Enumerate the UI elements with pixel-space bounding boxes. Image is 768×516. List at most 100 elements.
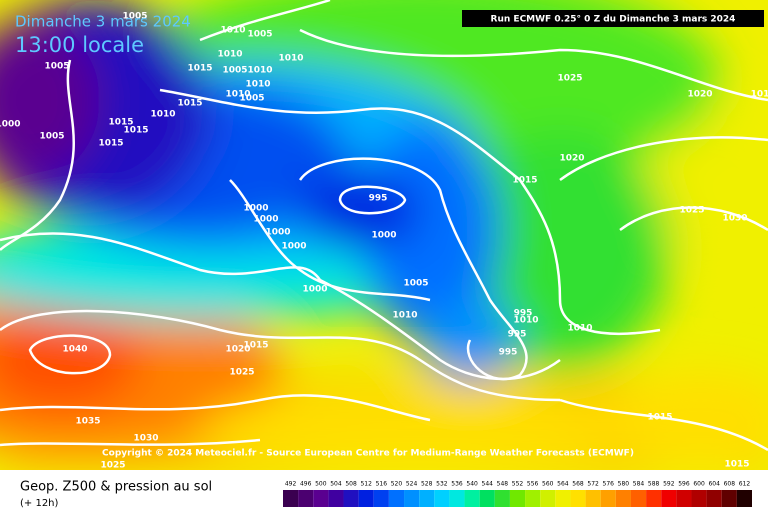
legend-swatch	[373, 490, 389, 507]
isobar-label: 1010	[245, 80, 270, 90]
isobar-label: 995	[508, 330, 527, 340]
isobar-label: 995	[499, 348, 518, 358]
legend-swatch	[434, 490, 450, 507]
legend-label: 600	[693, 481, 705, 488]
isobar-label: 1000	[281, 242, 306, 252]
legend-label: 552	[512, 481, 524, 488]
footer-step: (+ 12h)	[20, 498, 59, 509]
legend-swatch	[676, 490, 692, 507]
legend-swatch	[479, 490, 495, 507]
isobar-label: 1025	[679, 206, 704, 216]
isobar-label: 1010	[278, 54, 303, 64]
legend-label: 536	[451, 481, 463, 488]
isobar-label: 1015	[177, 99, 202, 109]
isobars	[0, 0, 768, 452]
isobar-label: 1020	[687, 90, 712, 100]
legend-label: 492	[285, 481, 297, 488]
legend-label: 592	[663, 481, 675, 488]
time-label: 13:00 locale	[15, 33, 144, 57]
legend-swatch	[570, 490, 586, 507]
isobar-label: 1005	[403, 279, 428, 289]
legend-label: 580	[618, 481, 630, 488]
isobar-label: 1025	[229, 368, 254, 378]
legend-swatch	[494, 490, 510, 507]
run-box	[462, 10, 764, 27]
legend-swatch	[328, 490, 344, 507]
legend-swatch	[343, 490, 359, 507]
legend-swatch	[404, 490, 420, 507]
legend-label: 508	[345, 481, 357, 488]
isobar-label: 1015	[243, 341, 268, 351]
isobar-label: 1010	[567, 324, 592, 334]
field	[0, 0, 768, 470]
isobar-label: 1015	[98, 139, 123, 149]
copyright: Copyright © 2024 Meteociel.fr - Source E…	[102, 449, 634, 459]
legend-label: 560	[542, 481, 554, 488]
isobar-label: 1010	[247, 66, 272, 76]
isobar-label: 1015	[647, 413, 672, 423]
legend-label: 596	[678, 481, 690, 488]
legend-label: 512	[360, 481, 372, 488]
isobar-label: 1015	[108, 118, 133, 128]
isobar-label: 1010	[217, 50, 242, 60]
isobar-label: 1010	[220, 26, 245, 36]
isobar-label: 1000	[243, 204, 268, 214]
legend-swatch	[464, 490, 480, 507]
isobar-label: 1030	[133, 434, 158, 444]
legend-swatch	[691, 490, 707, 507]
legend-label: 540	[466, 481, 478, 488]
legend-swatch	[540, 490, 556, 507]
legend-swatch	[600, 490, 616, 507]
footer-title: Geop. Z500 & pression au sol	[20, 480, 212, 495]
legend-label: 604	[708, 481, 720, 488]
isobar-label: 1005	[122, 12, 147, 22]
isobar-label: 1000	[371, 231, 396, 241]
isobar-label: 1005	[44, 62, 69, 72]
isobar-label: 995	[369, 194, 388, 204]
isobar-label: 1010	[513, 316, 538, 326]
legend-swatch	[298, 490, 314, 507]
legend-swatch	[585, 490, 601, 507]
isobar-label: 1005	[239, 94, 264, 104]
isobar-label: 1000	[253, 215, 278, 225]
legend-swatch	[721, 490, 737, 507]
legend-swatch	[449, 490, 465, 507]
legend-label: 532	[436, 481, 448, 488]
legend-label: 544	[482, 481, 494, 488]
isobar-label: 1025	[100, 461, 125, 471]
isobar-label: 1035	[75, 417, 100, 427]
legend-label: 564	[557, 481, 569, 488]
legend-swatch	[646, 490, 662, 507]
isobar-label: 1015	[187, 64, 212, 74]
legend-swatch	[630, 490, 647, 507]
isobar-label: 1040	[62, 345, 87, 355]
legend-swatch	[661, 490, 677, 507]
isobar-label: 1005	[222, 66, 247, 76]
isobar-label: 1005	[247, 30, 272, 40]
isobar-label: 1005	[39, 132, 64, 142]
legend-swatch	[555, 490, 571, 507]
legend-label: 496	[300, 481, 312, 488]
legend-label: 608	[724, 481, 736, 488]
legend-label: 584	[633, 481, 645, 488]
legend-label: 612	[739, 481, 751, 488]
legend-label: 556	[527, 481, 539, 488]
date-label: Dimanche 3 mars 2024	[15, 13, 191, 31]
isobar-label: 1025	[557, 74, 582, 84]
legend-swatch	[615, 490, 631, 507]
legend-label: 528	[421, 481, 433, 488]
isobar-label: 1015	[123, 126, 148, 136]
isobar-label: 1010	[392, 311, 417, 321]
legend-label: 500	[315, 481, 327, 488]
legend-label: 548	[497, 481, 509, 488]
legend-swatch	[388, 490, 405, 507]
isobar-label: 1020	[225, 345, 250, 355]
isobar-label: 995	[514, 309, 533, 319]
legend-swatch	[525, 490, 541, 507]
legend-label: 516	[376, 481, 388, 488]
legend-swatch	[509, 490, 526, 507]
isobar-label: 1020	[559, 154, 584, 164]
